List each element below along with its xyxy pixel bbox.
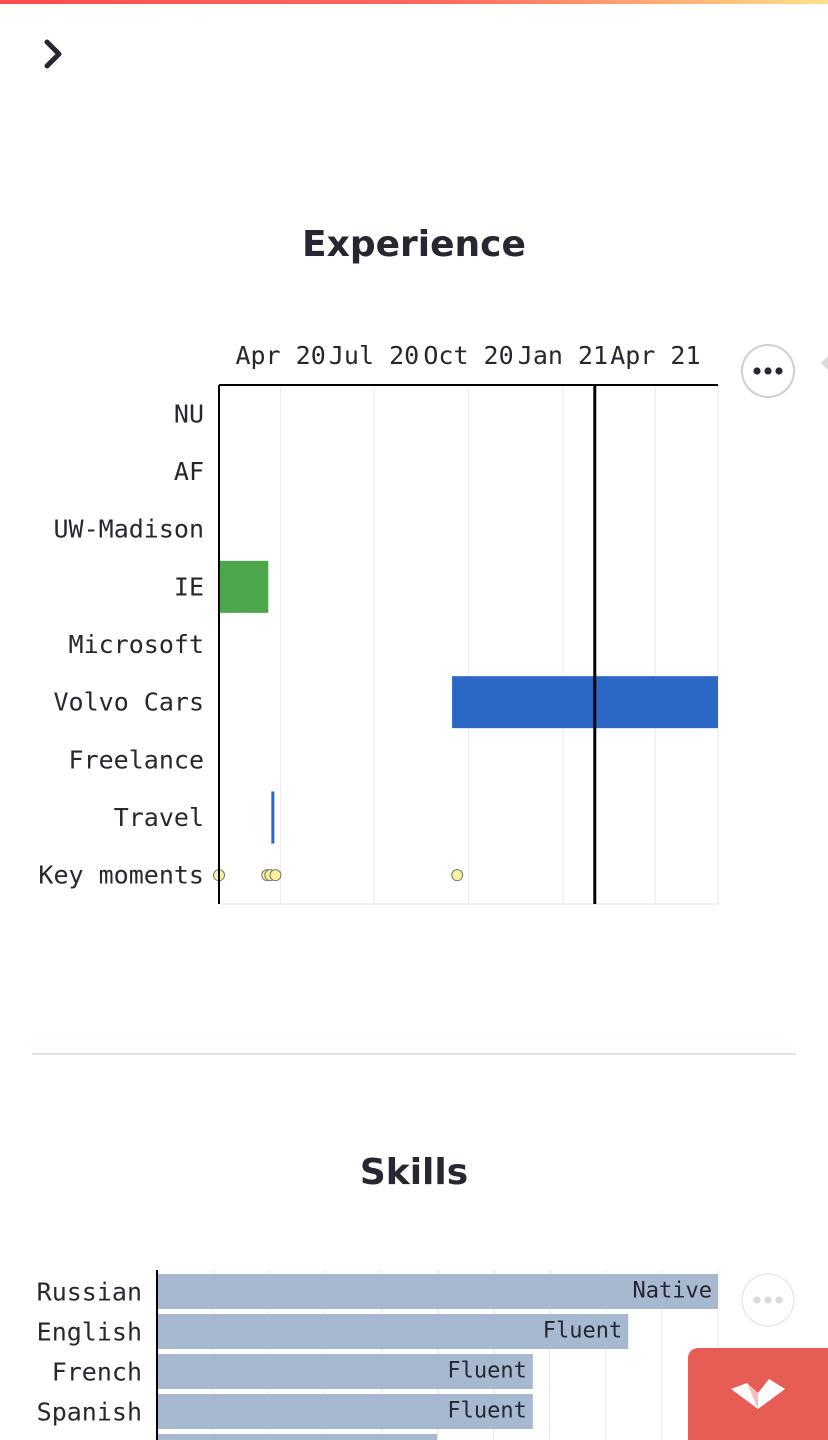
x-tick-label: Jul 20 xyxy=(329,341,419,370)
chevron-right-icon xyxy=(44,39,62,69)
y-category-label: Freelance xyxy=(69,745,204,774)
bar-data-label: Fluent xyxy=(543,1319,622,1344)
flag-icon xyxy=(821,356,828,370)
y-category-label: Microsoft xyxy=(69,630,204,659)
timeline-bar xyxy=(219,560,269,613)
y-category-label: French xyxy=(52,1358,142,1387)
y-category-label: IE xyxy=(174,572,204,601)
y-category-label: English xyxy=(37,1318,142,1347)
sidebar-toggle-button[interactable] xyxy=(36,36,72,72)
x-axis-ticks: Apr 20 Jul 20 Oct 20 Jan 21 Apr 21 xyxy=(235,341,700,370)
y-category-label: Volvo Cars xyxy=(53,688,204,717)
skills-chart: Russian Native English Fluent French Fluent Sp… xyxy=(37,1270,719,1440)
section-divider xyxy=(32,1053,796,1055)
streamlit-logo-icon xyxy=(731,1379,785,1409)
x-tick-label: Apr 20 xyxy=(235,341,325,370)
y-category-label: Spanish xyxy=(37,1398,142,1427)
more-horizontal-icon xyxy=(753,367,783,375)
experience-chart: Apr 20 Jul 20 Oct 20 Jan 21 Apr 21 NU AF UW-Mad… xyxy=(38,341,719,905)
skill-bar xyxy=(157,1314,629,1349)
key-moment-point xyxy=(269,869,282,882)
y-category-label: Russian xyxy=(37,1278,142,1307)
bar-data-label: Native xyxy=(633,1279,712,1304)
y-category-label: UW-Madison xyxy=(53,515,204,544)
y-category-label: NU xyxy=(174,399,204,428)
more-horizontal-icon xyxy=(753,1296,783,1304)
skills-title: Skills xyxy=(359,1152,469,1193)
bar-data-label: Fluent xyxy=(447,1359,526,1384)
skills-chart-menu-button[interactable] xyxy=(741,1273,795,1327)
skill-bar-partial xyxy=(157,1434,437,1440)
skill-bar xyxy=(157,1394,533,1429)
experience-chart-menu-button[interactable] xyxy=(741,344,795,398)
streamlit-badge-button[interactable] xyxy=(688,1348,828,1440)
timeline-bar xyxy=(452,676,718,729)
bar-data-label: Fluent xyxy=(447,1399,526,1424)
y-category-label: Travel xyxy=(114,803,204,832)
app-header-stripe xyxy=(0,0,828,4)
key-moment-point xyxy=(451,869,464,882)
x-tick-label: Jan 21 xyxy=(518,341,608,370)
experience-title: Experience xyxy=(302,224,526,265)
y-category-label: Key moments xyxy=(38,861,204,890)
y-category-label: AF xyxy=(174,457,204,486)
skill-bar xyxy=(157,1274,718,1309)
x-tick-label: Apr 21 xyxy=(610,341,700,370)
x-tick-label: Oct 20 xyxy=(423,341,513,370)
skill-bar xyxy=(157,1354,533,1389)
timeline-bar xyxy=(271,791,275,844)
